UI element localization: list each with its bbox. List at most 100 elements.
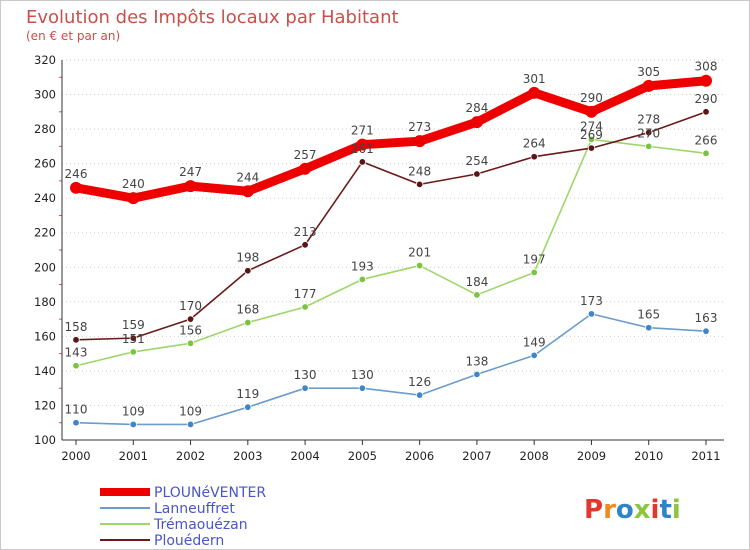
data-point: [127, 192, 140, 205]
grid-layer: [62, 59, 724, 406]
data-point: [299, 162, 312, 175]
y-tick-label: 320: [34, 53, 56, 67]
x-tick-label: 2008: [520, 449, 549, 463]
y-tick-label: 240: [34, 191, 56, 205]
data-point: [415, 261, 424, 270]
x-tick-label: 2007: [462, 449, 491, 463]
data-point: [129, 348, 137, 356]
data-label: 184: [465, 275, 488, 289]
data-point: [415, 391, 424, 399]
data-label: 290: [695, 92, 718, 106]
x-tick-label: 2009: [577, 449, 606, 463]
data-point: [530, 351, 538, 360]
chart-subtitle: (en € et par an): [26, 29, 120, 43]
data-point: [129, 334, 137, 342]
data-point: [587, 144, 596, 152]
y-tick-label: 140: [34, 364, 56, 378]
data-point: [72, 362, 80, 370]
data-label: 163: [695, 311, 718, 325]
data-label: 201: [408, 246, 431, 260]
data-label: 109: [179, 404, 202, 418]
data-label: 246: [65, 167, 88, 181]
data-point: [702, 327, 710, 335]
y-tick-label: 300: [34, 88, 56, 102]
data-point: [645, 128, 653, 137]
data-point: [702, 108, 710, 116]
data-point: [473, 291, 481, 299]
data-point: [473, 170, 481, 178]
legend-label: Lanneuffret: [154, 501, 235, 517]
y-tick-label: 220: [34, 226, 56, 240]
data-point: [530, 153, 538, 161]
legend: PLOUNéVENTERLanneuffretTrémaouézanPlouéd…: [100, 485, 266, 549]
data-point: [186, 315, 195, 323]
data-point: [645, 324, 653, 332]
y-tick-label: 160: [34, 329, 56, 343]
data-label: 197: [523, 252, 546, 266]
data-label: 130: [351, 368, 374, 382]
data-point: [70, 181, 82, 194]
data-label: 158: [65, 320, 88, 334]
series-3: [72, 108, 710, 344]
y-tick-label: 200: [34, 260, 56, 274]
data-label: 274: [580, 119, 603, 133]
x-tick-label: 2002: [176, 449, 205, 463]
series-line: [71, 76, 711, 203]
data-label: 257: [294, 148, 317, 162]
data-label: 177: [294, 287, 317, 301]
data-point: [356, 138, 369, 151]
data-point: [72, 336, 80, 344]
data-point: [585, 105, 598, 118]
x-tick-label: 2011: [691, 449, 720, 463]
data-label: 110: [65, 403, 88, 417]
series-layer: [70, 74, 712, 429]
x-tick-label: 2003: [233, 449, 262, 463]
data-point: [413, 135, 426, 148]
data-point: [645, 142, 653, 151]
data-label: 151: [122, 332, 145, 346]
data-label: 278: [637, 113, 660, 127]
y-tick-label: 100: [34, 433, 56, 447]
data-point: [528, 86, 541, 99]
data-point: [702, 149, 710, 157]
data-label: 290: [580, 91, 603, 105]
x-tick-label: 2001: [119, 449, 148, 463]
x-tick-label: 2005: [348, 449, 377, 463]
logo-letter: i: [651, 495, 660, 525]
data-label: 193: [351, 259, 374, 273]
data-label: 247: [179, 165, 202, 179]
proxiti-logo: Proxiti: [584, 495, 681, 525]
data-label: 130: [294, 368, 317, 382]
data-label-layer: 246 240 247 244 257 271 273 284 301 290 305 308 110 1…: [65, 60, 718, 419]
data-point: [587, 135, 596, 144]
data-label: 173: [580, 294, 603, 308]
series-line: [75, 111, 707, 341]
data-point: [358, 158, 367, 166]
data-point: [470, 116, 483, 129]
data-label: 138: [465, 354, 488, 368]
y-tick-label: 280: [34, 122, 56, 136]
data-label: 168: [236, 303, 259, 317]
logo-letter: P: [584, 495, 603, 525]
data-point: [301, 241, 309, 249]
x-tick-label: 2006: [405, 449, 434, 463]
data-point: [186, 420, 195, 429]
data-point: [72, 419, 80, 427]
data-point: [301, 384, 309, 392]
data-point: [587, 310, 596, 318]
data-point: [415, 180, 424, 189]
data-label: 264: [523, 137, 546, 151]
series-0: [70, 74, 712, 205]
y-tick-label: 180: [34, 295, 56, 309]
data-label: 165: [637, 308, 660, 322]
logo-letter: r: [603, 495, 616, 525]
data-point: [129, 420, 137, 429]
data-label: 213: [294, 225, 317, 239]
data-label: 126: [408, 375, 431, 389]
data-label: 271: [351, 124, 374, 138]
logo-letter: i: [672, 495, 681, 525]
data-label: 254: [465, 154, 488, 168]
logo-letter: x: [634, 495, 651, 525]
data-point: [186, 339, 195, 347]
